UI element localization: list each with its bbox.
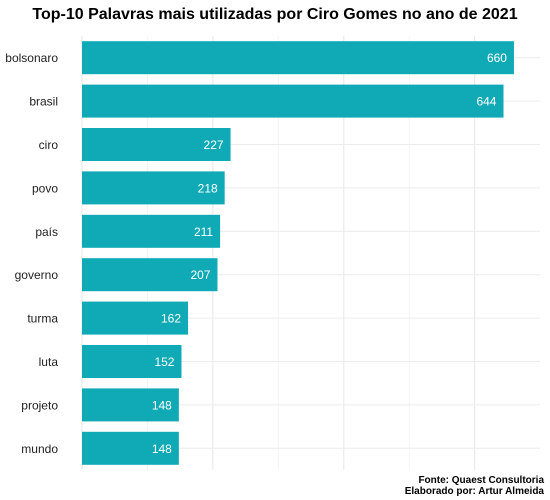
category-label-projeto: projeto (21, 398, 58, 412)
chart-caption: Fonte: Quaest Consultoria Elaborado por:… (405, 475, 544, 497)
bar-projeto (82, 388, 179, 422)
category-label-bolsonaro: bolsonaro (5, 51, 58, 65)
bar-povo (82, 171, 225, 205)
category-label-turma: turma (27, 312, 58, 326)
caption-author: Elaborado por: Artur Almeida (404, 486, 544, 497)
value-label-bolsonaro: 660 (487, 51, 507, 65)
category-label-governo: governo (15, 268, 59, 282)
bar-mundo (82, 431, 179, 465)
chart-title: Top-10 Palavras mais utilizadas por Ciro… (32, 6, 518, 23)
value-label-ciro: 227 (204, 138, 224, 152)
value-label-luta: 152 (154, 355, 174, 369)
value-label-povo: 218 (198, 181, 218, 195)
bar-bolsonaro (82, 41, 514, 75)
bar-luta (82, 345, 182, 378)
bar-ciro (82, 128, 231, 161)
bar-turma (82, 301, 189, 335)
value-label-país: 211 (194, 225, 213, 239)
value-label-mundo: 148 (152, 442, 172, 456)
value-label-projeto: 148 (152, 398, 172, 412)
category-label-brasil: brasil (29, 95, 58, 109)
caption-source: Fonte: Quaest Consultoria (418, 475, 544, 486)
category-label-povo: povo (32, 181, 58, 195)
value-label-turma: 162 (161, 312, 181, 326)
category-label-ciro: ciro (39, 138, 59, 152)
category-label-país: país (35, 225, 58, 239)
bar-país (82, 214, 221, 248)
category-label-luta: luta (39, 355, 59, 369)
value-label-governo: 207 (190, 268, 210, 282)
bar-governo (82, 258, 218, 292)
value-label-brasil: 644 (476, 95, 496, 109)
bar-brasil (82, 84, 504, 118)
category-label-mundo: mundo (21, 442, 58, 456)
